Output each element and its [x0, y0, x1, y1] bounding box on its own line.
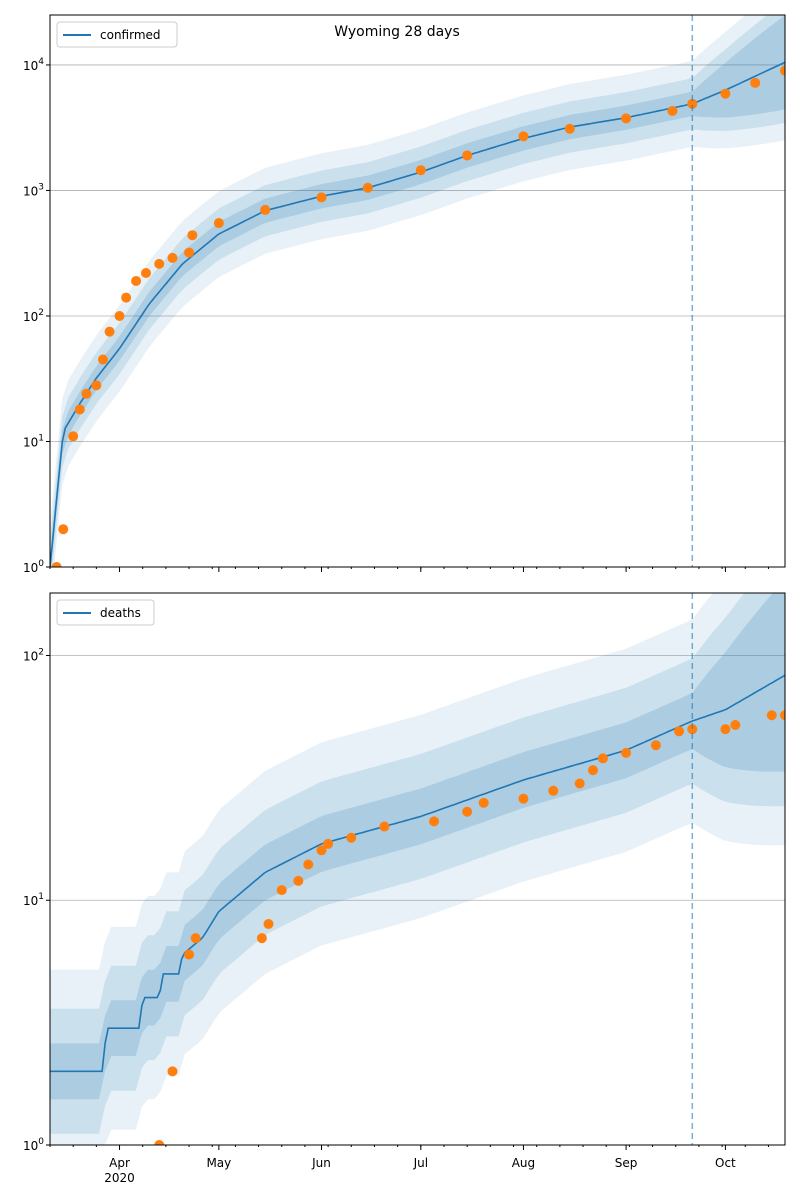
- observed-point: [564, 123, 575, 134]
- observed-point: [51, 562, 62, 567]
- observed-point: [121, 292, 132, 303]
- plot-frame: [49, 14, 786, 568]
- uncertainty-band: [50, 15, 785, 567]
- legend-label: deaths: [100, 606, 141, 620]
- observed-point: [429, 816, 440, 827]
- observed-points: [154, 710, 785, 1145]
- uncertainty-band: [50, 15, 785, 567]
- figure-title: Wyoming 28 days: [334, 24, 460, 40]
- observed-point: [687, 98, 698, 109]
- observed-point: [750, 77, 761, 88]
- observed-point: [650, 740, 661, 751]
- observed-point: [379, 821, 390, 832]
- observed-point: [687, 724, 698, 735]
- observed-point: [316, 845, 327, 856]
- observed-point: [260, 204, 271, 215]
- observed-point: [621, 113, 632, 124]
- uncertainty-bands: [50, 15, 785, 567]
- observed-point: [597, 753, 608, 764]
- observed-point: [167, 1066, 178, 1077]
- observed-point: [81, 388, 92, 399]
- observed-point: [667, 105, 678, 116]
- observed-point: [548, 785, 559, 796]
- observed-point: [587, 765, 598, 776]
- observed-point: [184, 247, 195, 258]
- deaths-panel: 100 101 102 Apr May Jun Jul Aug Sep Oct 2020 deaths: [23, 592, 786, 1185]
- observed-point: [478, 797, 489, 808]
- y-tick-label: 101: [23, 433, 44, 449]
- observed-point: [462, 150, 473, 161]
- x-tick-label: Jul: [413, 1156, 428, 1170]
- x-tick-label: May: [206, 1156, 231, 1170]
- observed-point: [323, 838, 334, 849]
- observed-point: [303, 859, 314, 870]
- observed-point: [97, 354, 108, 365]
- observed-point: [154, 258, 165, 269]
- observed-point: [780, 710, 785, 721]
- legend-box: [56, 21, 178, 48]
- observed-point: [730, 719, 741, 730]
- observed-point: [415, 165, 426, 176]
- x-tick-label: Jun: [311, 1156, 331, 1170]
- uncertainty-band: [50, 593, 785, 1100]
- observed-point: [720, 724, 731, 735]
- x-tick-label: Aug: [512, 1156, 535, 1170]
- observed-point: [58, 524, 69, 535]
- y-tick-label: 102: [23, 308, 44, 324]
- y-tick-label: 100: [23, 1137, 44, 1153]
- series-line-deaths: [50, 674, 785, 1073]
- uncertainty-band: [50, 593, 785, 1134]
- uncertainty-bands: [50, 593, 785, 1145]
- observed-point: [141, 267, 152, 278]
- x-tick-label: Sep: [615, 1156, 638, 1170]
- y-tick-label: 104: [23, 57, 44, 73]
- observed-point: [276, 885, 287, 896]
- confirmed-panel: 100 101 102 103 104 confirmed: [23, 14, 786, 575]
- observed-point: [766, 710, 777, 721]
- x-tick-label: Oct: [715, 1156, 736, 1170]
- observed-point: [293, 875, 304, 886]
- x-tick-label: Apr: [109, 1156, 130, 1170]
- observed-point: [780, 65, 785, 76]
- legend-label: confirmed: [100, 28, 161, 42]
- observed-point: [184, 949, 195, 960]
- observed-point: [346, 832, 357, 843]
- observed-point: [316, 192, 327, 203]
- observed-point: [104, 326, 115, 337]
- observed-point: [154, 1140, 165, 1145]
- observed-point: [213, 218, 224, 229]
- observed-point: [720, 88, 731, 99]
- observed-point: [462, 806, 473, 817]
- observed-point: [91, 380, 102, 391]
- observed-point: [167, 252, 178, 263]
- observed-point: [187, 230, 198, 241]
- uncertainty-band: [50, 593, 785, 1145]
- observed-point: [621, 747, 632, 758]
- observed-points: [51, 65, 785, 567]
- observed-point: [263, 918, 274, 929]
- observed-point: [518, 793, 529, 804]
- x-year-label: 2020: [104, 1171, 135, 1185]
- y-tick-label: 100: [23, 559, 44, 575]
- observed-point: [574, 778, 585, 789]
- observed-point: [68, 431, 79, 442]
- y-tick-label: 101: [23, 892, 44, 908]
- observed-point: [362, 182, 373, 193]
- legend-box: [56, 599, 155, 626]
- uncertainty-band: [50, 15, 785, 567]
- y-tick-label: 102: [23, 647, 44, 663]
- observed-point: [256, 933, 267, 944]
- observed-point: [131, 275, 142, 286]
- observed-point: [74, 404, 85, 415]
- plot-frame: [49, 592, 786, 1146]
- observed-point: [190, 933, 201, 944]
- observed-point: [518, 131, 529, 142]
- observed-point: [674, 726, 685, 737]
- y-tick-label: 103: [23, 182, 44, 198]
- observed-point: [114, 310, 125, 321]
